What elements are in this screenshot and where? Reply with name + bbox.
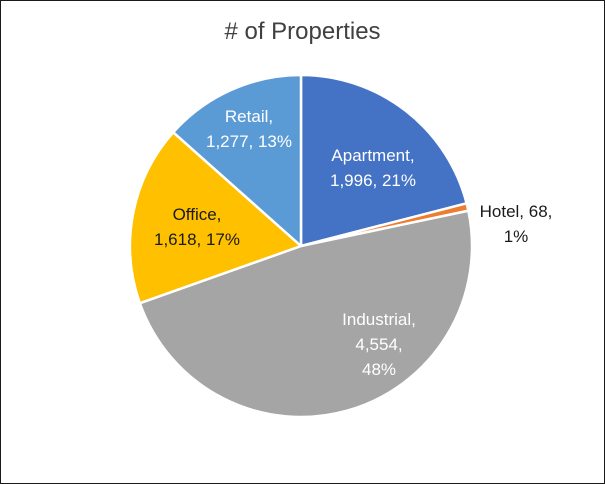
data-label-line: 1% xyxy=(504,227,529,246)
pie-slice-industrial xyxy=(138,209,474,419)
data-label-line: Retail, xyxy=(225,107,273,126)
pie-slice-retail xyxy=(172,73,303,248)
data-label-industrial: Industrial, 4,554, 48% xyxy=(342,310,416,379)
data-label-retail: Retail, 1,277, 13% xyxy=(206,107,292,151)
data-label-line: 1,996, 21% xyxy=(330,171,416,190)
data-label-line: Apartment, xyxy=(331,146,414,165)
pie-slice-apartment xyxy=(299,73,468,248)
data-label-line: Office, xyxy=(173,205,222,224)
data-label-line: 1,618, 17% xyxy=(154,230,240,249)
data-label-apartment: Apartment, 1,996, 21% xyxy=(330,146,416,190)
data-label-line: Industrial, xyxy=(342,310,416,329)
data-label-line: 4,554, xyxy=(355,335,402,354)
chart-title: # of Properties xyxy=(224,18,381,45)
data-label-line: 48% xyxy=(362,360,396,379)
data-label-line: 1,277, 13% xyxy=(206,132,292,151)
data-label-office: Office, 1,618, 17% xyxy=(154,205,240,249)
data-label-line: Hotel, 68, xyxy=(480,202,553,221)
pie-slice-office xyxy=(128,131,303,305)
data-label-hotel: Hotel, 68, 1% xyxy=(480,202,553,246)
